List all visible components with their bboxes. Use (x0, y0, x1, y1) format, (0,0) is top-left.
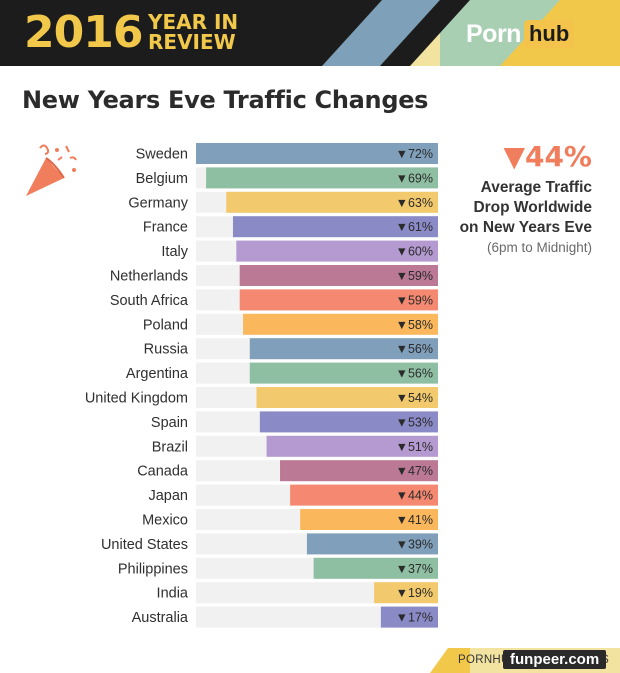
value-label: ▼69% (396, 171, 433, 185)
value-label: ▼47% (396, 464, 433, 478)
category-label: Mexico (142, 513, 188, 529)
value-label: ▼59% (396, 293, 433, 307)
value-label: ▼63% (396, 196, 433, 210)
bar-spain (259, 411, 438, 433)
logo-left-text: Porn (466, 19, 521, 48)
value-label: ▼54% (396, 391, 433, 405)
category-label: Sweden (136, 147, 188, 163)
value-label: ▼53% (396, 415, 433, 429)
brand-logo: Porn hub (466, 19, 575, 49)
value-label: ▼37% (396, 562, 433, 576)
category-label: Philippines (118, 561, 188, 577)
bar-south-africa (239, 289, 438, 311)
bar-netherlands (239, 265, 438, 286)
logo-right-text: hub (523, 20, 575, 48)
value-label: ▼72% (396, 147, 433, 161)
bar-russia (249, 338, 438, 360)
category-label: Russia (144, 342, 189, 358)
value-label: ▼61% (396, 220, 433, 234)
bar-italy (236, 240, 438, 262)
year-text: 2016 (24, 7, 143, 58)
category-label: Argentina (126, 366, 189, 382)
value-label: ▼56% (396, 367, 433, 381)
value-label: ▼58% (396, 318, 433, 332)
value-label: ▼60% (396, 245, 433, 259)
bar-australia (380, 606, 438, 628)
category-label: Italy (161, 244, 188, 260)
bar-argentina (249, 362, 438, 384)
category-label: Brazil (152, 439, 188, 455)
category-label: France (143, 220, 188, 236)
bar-track (196, 606, 438, 628)
category-label: Spain (151, 415, 188, 431)
footer-stripe-decoration (430, 648, 470, 673)
watermark: funpeer.com (503, 650, 607, 669)
bar-india (374, 582, 438, 604)
bar-mexico (300, 509, 438, 530)
category-label: India (157, 586, 189, 602)
bar-canada (280, 460, 438, 482)
bar-sweden (196, 143, 438, 164)
category-label: United States (101, 537, 188, 553)
bar-philippines (313, 557, 438, 579)
caption-line-3: on New Years Eve (459, 219, 592, 236)
caption-line-1: Average Traffic (480, 179, 592, 196)
category-label: Japan (148, 488, 188, 504)
header-banner: 2016 YEAR IN REVIEW Porn hub (0, 0, 620, 66)
chart-title: New Years Eve Traffic Changes (22, 86, 429, 114)
category-label: Belgium (136, 171, 188, 187)
category-label: Germany (128, 195, 188, 211)
party-popper-icon (26, 144, 77, 196)
review-label: REVIEW (148, 30, 236, 54)
average-drop-caption: Average Traffic Drop Worldwide on New Ye… (432, 178, 592, 238)
category-label: United Kingdom (85, 391, 188, 407)
time-range-caption: (6pm to Midnight) (486, 240, 592, 255)
bar-brazil (266, 435, 438, 457)
category-label: Canada (137, 464, 189, 480)
year-in-review-text: YEAR IN REVIEW (148, 12, 238, 52)
bar-germany (226, 191, 438, 213)
category-label: South Africa (110, 293, 189, 309)
year-in-label: YEAR IN (148, 10, 239, 34)
value-label: ▼56% (396, 342, 433, 356)
average-drop-value: ▼44% (503, 140, 592, 173)
value-label: ▼41% (396, 513, 433, 527)
bar-chart: Sweden ▼72% Belgium ▼69% Germany ▼63% France ▼6… (85, 143, 438, 628)
value-label: ▼44% (396, 489, 433, 503)
value-label: ▼19% (396, 586, 433, 600)
category-label: Poland (143, 317, 188, 333)
value-label: ▼51% (396, 440, 433, 454)
category-label: Netherlands (110, 269, 188, 285)
bar-belgium (206, 167, 438, 189)
bar-france (232, 216, 438, 238)
value-label: ▼59% (396, 269, 433, 283)
value-label: ▼17% (396, 611, 433, 625)
bar-united-states (306, 533, 438, 555)
value-label: ▼39% (396, 537, 433, 551)
bar-poland (243, 313, 438, 335)
category-label: Australia (132, 610, 189, 626)
bar-japan (290, 484, 438, 506)
bar-united-kingdom (256, 387, 438, 408)
caption-line-2: Drop Worldwide (473, 199, 592, 216)
